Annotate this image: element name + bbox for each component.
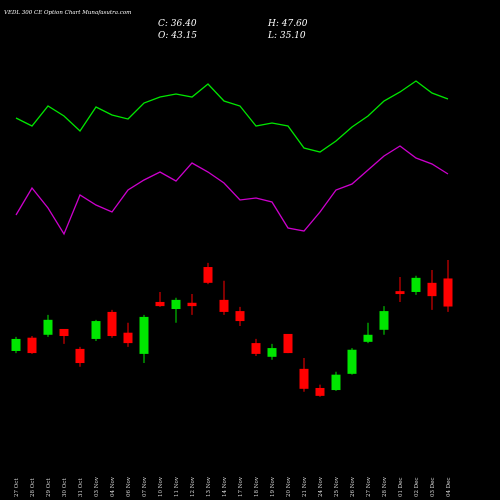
candle-body [443,278,453,307]
x-tick-label: 21 Nov [302,476,308,497]
x-tick-label: 12 Nov [190,476,196,497]
candle-body [11,338,21,351]
candle-body [107,311,117,337]
candle-body [123,332,133,344]
x-tick-label: 01 Dec [398,478,404,498]
open-label: O: 43.15 [158,31,197,41]
indicator-line [15,80,449,153]
low-label: L: 35.10 [267,31,306,41]
candle-body [91,321,101,339]
candle-body [331,374,341,391]
x-tick-label: 20 Nov [286,476,292,497]
x-tick-label: 29 Oct [46,478,52,497]
candle-body [267,348,277,357]
candle-body [27,337,37,354]
candle-body [187,302,197,307]
x-tick-label: 14 Nov [222,476,228,497]
x-tick-label: 02 Dec [414,478,420,498]
candle-body [347,349,357,374]
candle-body [43,319,53,335]
candle-body [203,267,213,283]
candle-body [75,348,85,364]
candle-body [395,291,405,295]
close-label: C: 36.40 [158,19,197,29]
candle-body [283,333,293,354]
indicator-line [15,145,449,236]
x-tick-label: 24 Nov [318,476,324,497]
x-tick-label: 10 Nov [158,476,164,497]
candle-body [235,311,245,322]
candle-body [299,368,309,389]
x-tick-label: 07 Nov [142,476,148,497]
x-tick-label: 18 Nov [254,476,260,497]
candle-body [411,277,421,292]
candle-body [219,299,229,312]
high-label: H: 47.60 [267,19,308,29]
x-tick-label: 11 Nov [174,476,180,497]
chart-title: VEDL 300 CE Option Chart Munafasutra.com [4,10,131,16]
candle-body [315,387,325,396]
x-tick-label: 03 Nov [94,476,100,497]
x-tick-label: 27 Oct [14,478,20,497]
candle-body [139,316,149,354]
x-tick-label: 03 Dec [430,478,436,498]
candle-body [155,301,165,307]
candle-body [59,328,69,337]
x-tick-label: 19 Nov [270,476,276,497]
x-tick-label: 06 Nov [126,476,132,497]
candle-body [427,282,437,297]
x-tick-label: 25 Nov [334,476,340,497]
x-tick-label: 28 Nov [382,476,388,497]
candle-body [171,299,181,310]
x-tick-label: 17 Nov [238,476,244,497]
x-tick-label: 31 Oct [78,478,84,497]
x-tick-label: 30 Oct [62,478,68,497]
x-tick-label: 26 Nov [350,476,356,497]
x-tick-label: 04 Nov [110,476,116,497]
candle-body [251,343,261,354]
candle-body [363,334,373,342]
x-tick-label: 04 Dec [446,478,452,498]
candle-body [379,311,389,330]
x-tick-label: 13 Nov [206,476,212,497]
x-tick-label: 27 Nov [366,476,372,497]
x-tick-label: 28 Oct [30,478,36,497]
